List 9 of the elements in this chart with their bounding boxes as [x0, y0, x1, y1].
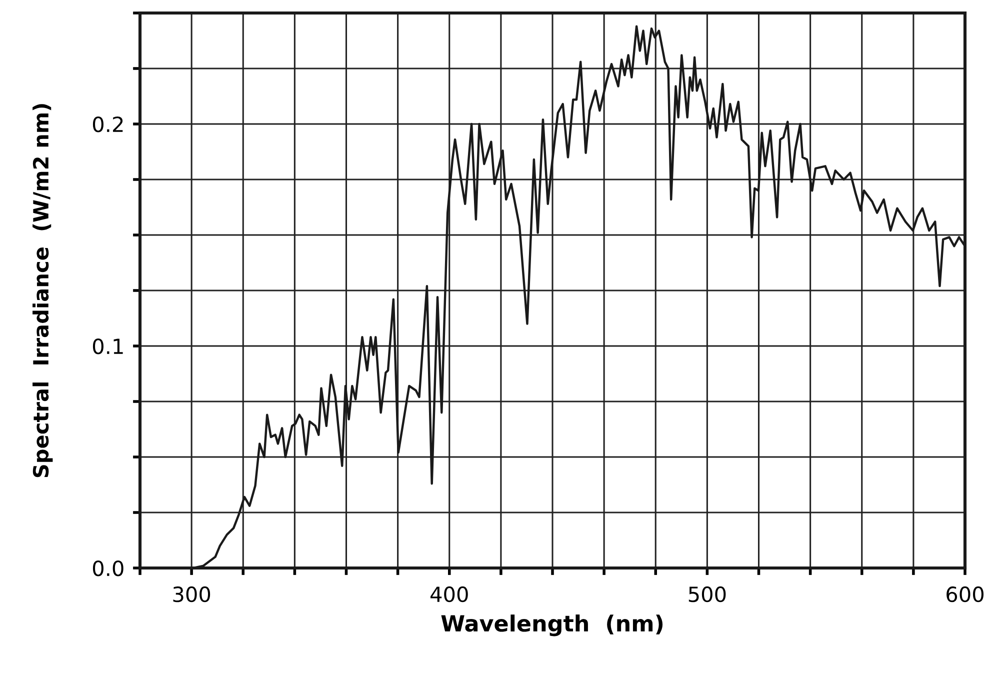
- x-axis-title: Wavelength (nm): [441, 614, 663, 636]
- x-tick-label: 600: [946, 586, 984, 602]
- x-tick-label: 500: [688, 586, 726, 602]
- x-tick-label: 400: [430, 586, 468, 602]
- y-tick-label: 0.1: [92, 338, 123, 354]
- y-tick-label: 0.0: [92, 560, 124, 576]
- y-tick-label: 0.2: [92, 116, 123, 132]
- x-tick-label: 300: [173, 586, 210, 602]
- y-axis-title: Spectral Irradiance (W/m2 nm): [32, 104, 53, 478]
